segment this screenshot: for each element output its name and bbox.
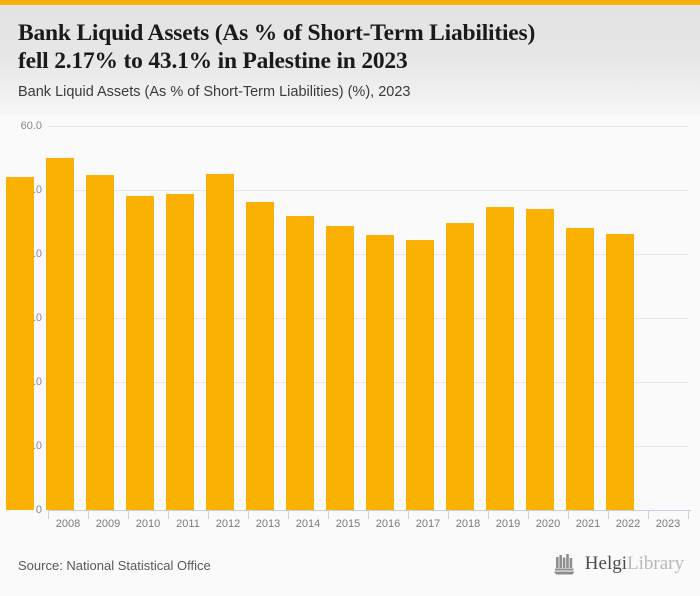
x-axis-tick-label: 2009 (95, 518, 121, 530)
chart-subtitle: Bank Liquid Assets (As % of Short-Term L… (18, 84, 411, 100)
bar-2018[interactable] (406, 239, 434, 510)
bar-2019[interactable] (446, 223, 474, 510)
x-axis-tick-label: 2023 (655, 518, 681, 530)
x-axis-tick (48, 510, 49, 519)
x-axis-tick (688, 510, 689, 519)
axis-baseline (48, 510, 691, 511)
gridline-60 (48, 126, 688, 127)
bar-2013[interactable] (206, 174, 234, 510)
x-axis-tick-label: 2010 (135, 518, 161, 530)
x-axis-tick (448, 510, 449, 519)
bar-2009[interactable] (46, 158, 74, 510)
bar-2022[interactable] (566, 228, 594, 510)
x-axis-tick (288, 510, 289, 519)
bar-2014[interactable] (246, 202, 274, 510)
x-axis-tick-label: 2022 (615, 518, 641, 530)
x-axis-tick-label: 2011 (176, 518, 200, 530)
x-axis-tick-label: 2014 (295, 518, 321, 530)
chart-footer: Source: National Statistical Office Helg… (0, 540, 700, 596)
x-axis-tick-label: 2021 (575, 518, 601, 530)
x-axis-tick-label: 2015 (335, 518, 361, 530)
top-accent-bar (0, 0, 700, 5)
bar-2021[interactable] (526, 209, 554, 510)
bar-2020[interactable] (486, 206, 514, 510)
source-note: Source: National Statistical Office (18, 558, 211, 573)
x-axis-tick (328, 510, 329, 519)
helgi-library-logo[interactable]: HelgiLibrary (553, 552, 684, 576)
x-axis-tick (368, 510, 369, 519)
x-axis-tick-label: 2018 (455, 518, 481, 530)
x-axis-tick (128, 510, 129, 519)
bar-2012[interactable] (166, 194, 194, 510)
x-axis-tick (528, 510, 529, 519)
x-axis-tick (488, 510, 489, 519)
bar-2010[interactable] (86, 174, 114, 510)
x-axis-tick-label: 2008 (55, 518, 81, 530)
x-axis-tick-label: 2019 (495, 518, 521, 530)
logo-text-secondary: Library (627, 553, 684, 574)
y-axis-tick-label: 60.0 (20, 120, 42, 132)
x-axis-tick-label: 2020 (535, 518, 561, 530)
x-axis-tick-label: 2013 (255, 518, 281, 530)
logo-text-primary: Helgi (584, 553, 628, 574)
chart-header: Bank Liquid Assets (As % of Short-Term L… (0, 5, 700, 115)
library-building-icon (553, 554, 575, 575)
bar-2015[interactable] (286, 215, 314, 510)
bar-2017[interactable] (366, 234, 394, 510)
x-axis-tick (248, 510, 249, 519)
x-axis-tick-label: 2017 (415, 518, 441, 530)
bar-2008[interactable] (6, 177, 34, 510)
x-axis: 2008 2009 2010 2011 2012 2013 2014 2015 2016 2017… (48, 510, 691, 532)
bar-2011[interactable] (126, 196, 154, 510)
x-axis-tick (88, 510, 89, 519)
x-axis-tick (648, 510, 649, 519)
y-axis-tick-label: 0 (35, 504, 42, 516)
x-axis-tick (168, 510, 169, 519)
page-title: Bank Liquid Assets (As % of Short-Term L… (18, 20, 536, 74)
x-axis-tick-label: 2016 (375, 518, 401, 530)
bar-2023[interactable] (606, 234, 634, 510)
x-axis-tick (408, 510, 409, 519)
x-axis-tick (608, 510, 609, 519)
gridline-50 (48, 190, 688, 191)
x-axis-tick (568, 510, 569, 519)
x-axis-tick (208, 510, 209, 519)
chart-plot-area: 010.020.030.040.050.060.0 20082009201020… (0, 115, 700, 540)
bar-2016[interactable] (326, 225, 354, 510)
x-axis-tick-label: 2012 (215, 518, 241, 530)
